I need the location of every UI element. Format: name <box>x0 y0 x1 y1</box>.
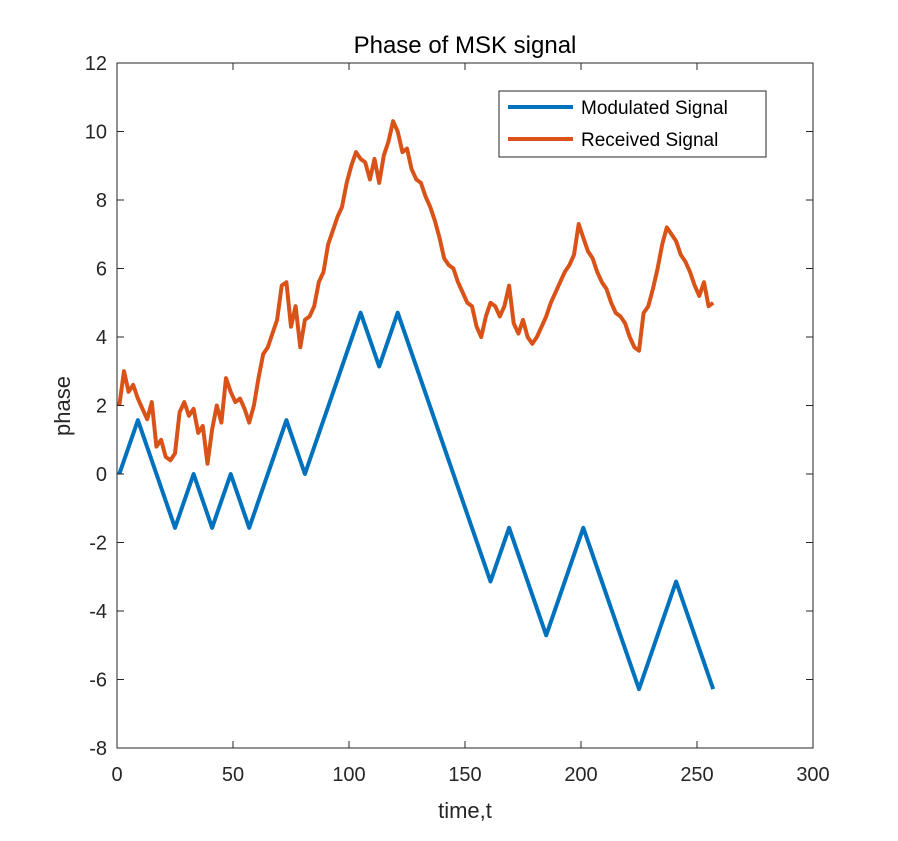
y-tick-label: 2 <box>96 396 107 418</box>
legend-label-received-signal: Received Signal <box>581 130 718 151</box>
y-axis-label: phase <box>50 376 75 436</box>
y-tick-label: 0 <box>96 464 107 486</box>
y-tick-label: -8 <box>89 738 107 760</box>
series-layer <box>117 119 716 692</box>
x-tick-label: 50 <box>222 764 244 786</box>
series-line-received-signal <box>117 119 715 466</box>
legend-label-modulated-signal: Modulated Signal <box>581 98 728 119</box>
y-tick-label: 8 <box>96 190 107 212</box>
legend: Modulated Signal Received Signal <box>498 90 767 158</box>
y-tick-label: -4 <box>89 601 107 623</box>
x-tick-label: 100 <box>332 764 365 786</box>
y-tick-label: 10 <box>85 122 107 144</box>
y-tick-label: 6 <box>96 259 107 281</box>
chart-title: Phase of MSK signal <box>354 32 577 59</box>
x-tick-label: 0 <box>111 764 122 786</box>
x-tick-label: 250 <box>680 764 713 786</box>
series-line-modulated-signal <box>117 310 716 692</box>
y-tick-label: 4 <box>96 327 107 349</box>
x-tick-label: 300 <box>796 764 829 786</box>
x-tick-label: 200 <box>564 764 597 786</box>
legend-box <box>498 90 767 158</box>
plot-area <box>117 63 813 748</box>
x-axis-label: time,t <box>438 798 492 823</box>
x-tick-label: 150 <box>448 764 481 786</box>
y-tick-label: 12 <box>85 53 107 75</box>
y-tick-label: -6 <box>89 670 107 692</box>
ticks-layer: 0 50 100 150 200 250 300 -8 -6 -4 -2 0 2 4 6 8 10 12 <box>85 53 830 786</box>
y-tick-label: -2 <box>89 533 107 555</box>
